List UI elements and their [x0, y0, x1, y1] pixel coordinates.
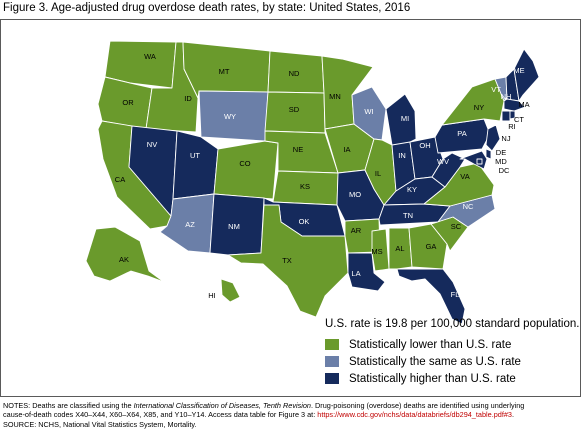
state-CT [501, 110, 511, 122]
legend-swatch-higher [325, 373, 339, 384]
state-label-VT: VT [491, 85, 501, 94]
state-label-RI: RI [508, 122, 516, 131]
legend-label-lower: Statistically lower than U.S. rate [349, 338, 512, 351]
legend-item-same: Statistically the same as U.S. rate [325, 353, 576, 370]
state-label-KY: KY [407, 185, 417, 194]
state-label-AL: AL [395, 244, 404, 253]
state-MA [503, 98, 526, 112]
state-label-NH: NH [501, 92, 512, 101]
state-HI [220, 278, 241, 303]
state-AL [388, 227, 413, 270]
state-label-ND: ND [289, 69, 300, 78]
state-FL [396, 268, 466, 325]
legend-swatch-lower [325, 339, 339, 350]
state-label-ME: ME [513, 66, 524, 75]
notes-line-1: NOTES: Deaths are classified using the I… [3, 401, 525, 410]
state-label-MA: MA [518, 100, 529, 109]
state-label-MS: MS [371, 247, 382, 256]
state-label-NE: NE [293, 145, 303, 154]
data-table-link[interactable]: https://www.cdc.gov/nchs/data/databriefs… [317, 410, 512, 420]
state-label-MT: MT [219, 67, 230, 76]
legend-note: U.S. rate is 19.8 per 100,000 standard p… [325, 318, 580, 330]
state-WA [104, 40, 177, 89]
state-label-WY: WY [224, 112, 236, 121]
state-label-IL: IL [375, 169, 381, 178]
state-label-OK: OK [299, 217, 310, 226]
state-labels: WA OR CA ID MT WY NV UT AZ CO NM ND SD NE KS OK TX MN IA MO… [115, 52, 530, 300]
state-TX [227, 204, 349, 318]
state-CO [213, 140, 279, 200]
state-label-UT: UT [190, 151, 200, 160]
state-UT [172, 130, 219, 200]
notes-line-2: cause-of-death codes X40–X44, X60–X64, X… [3, 410, 515, 420]
state-label-CO: CO [239, 159, 250, 168]
state-MS [371, 228, 390, 272]
state-label-KS: KS [300, 182, 310, 191]
state-label-CA: CA [115, 175, 125, 184]
figure-notes: NOTES: Deaths are classified using the I… [3, 401, 581, 429]
state-label-WA: WA [144, 52, 156, 61]
legend-swatch-same [325, 356, 339, 367]
state-label-AZ: AZ [185, 220, 195, 229]
notes-source: SOURCE: NCHS, National Vital Statistics … [3, 419, 197, 429]
state-label-ID: ID [184, 94, 192, 103]
state-label-NC: NC [463, 202, 474, 211]
legend-label-same: Statistically the same as U.S. rate [349, 355, 521, 368]
state-label-NV: NV [147, 140, 157, 149]
state-GA [408, 223, 448, 270]
map-legend: U.S. rate is 19.8 per 100,000 standard p… [301, 318, 580, 387]
legend-item-higher: Statistically higher than U.S. rate [325, 370, 576, 387]
state-label-SD: SD [289, 105, 300, 114]
state-DC [476, 158, 483, 165]
legend-label-higher: Statistically higher than U.S. rate [349, 372, 516, 385]
state-label-MO: MO [349, 190, 361, 199]
state-VA [423, 162, 495, 207]
state-label-AR: AR [351, 226, 362, 235]
state-label-TN: TN [403, 211, 413, 220]
state-label-MD: MD [495, 157, 507, 166]
state-label-SC: SC [451, 222, 462, 231]
us-map: WA OR CA ID MT WY NV UT AZ CO NM ND SD NE KS OK TX MN IA MO… [85, 40, 540, 325]
state-label-NJ: NJ [501, 134, 510, 143]
state-label-OH: OH [419, 141, 430, 150]
state-label-OR: OR [122, 98, 134, 107]
state-label-MI: MI [401, 114, 409, 123]
state-label-IA: IA [343, 145, 350, 154]
state-label-HI: HI [208, 291, 216, 300]
state-label-CT: CT [514, 115, 524, 124]
state-NJ [485, 124, 501, 152]
state-label-PA: PA [457, 129, 466, 138]
state-label-VA: VA [460, 172, 469, 181]
state-label-DC: DC [499, 166, 510, 175]
legend-item-lower: Statistically lower than U.S. rate [325, 336, 576, 353]
state-label-AK: AK [119, 255, 129, 264]
figure-title: Figure 3. Age-adjusted drug overdose dea… [3, 2, 411, 14]
state-label-DE: DE [496, 148, 506, 157]
state-label-WI: WI [364, 107, 373, 116]
state-label-LA: LA [351, 269, 360, 278]
state-label-WV: WV [437, 157, 449, 166]
state-RI [509, 110, 516, 120]
state-label-NM: NM [228, 222, 240, 231]
state-ME [513, 48, 540, 102]
state-label-MN: MN [329, 92, 341, 101]
state-DE [485, 148, 492, 160]
state-label-TX: TX [282, 256, 292, 265]
state-AR [344, 218, 381, 254]
state-MD [459, 150, 488, 170]
state-label-FL: FL [451, 290, 460, 299]
state-label-IN: IN [398, 151, 406, 160]
state-label-NY: NY [474, 103, 484, 112]
state-label-GA: GA [426, 242, 437, 251]
state-AK [85, 226, 165, 283]
